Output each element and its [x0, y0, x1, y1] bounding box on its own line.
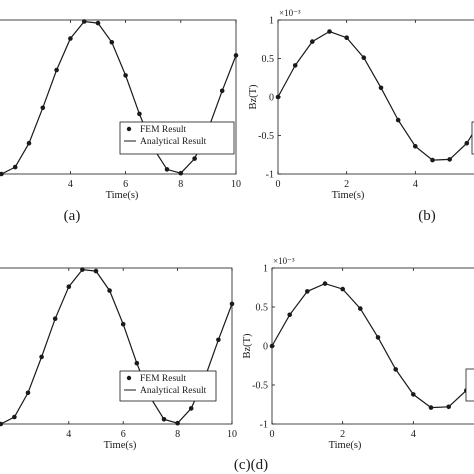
x-tick-label-a: 8	[178, 179, 183, 190]
x-tick-label-d: 2	[340, 429, 345, 440]
y-axis-label-d: Bz(T)	[242, 333, 253, 359]
x-tick-label-d: 0	[270, 429, 275, 440]
legend-label-a: Analytical Result	[140, 137, 207, 147]
x-axis-label-d: Time(s)	[329, 440, 362, 451]
y-tick-label-d: 1	[263, 264, 268, 275]
x-tick-label-c: 10	[227, 429, 237, 440]
y-scale-label-d: ×10⁻³	[273, 256, 295, 266]
series-line-a	[0, 20, 237, 175]
x-tick-label-a: 4	[68, 179, 73, 190]
y-tick-label-d: -1	[260, 420, 268, 431]
y-tick-label-d: 0	[263, 342, 268, 353]
axes-frame-d	[271, 267, 474, 425]
legend-label-c: FEM Result	[140, 374, 187, 384]
x-axis-label-c: Time(s)	[104, 440, 137, 451]
axes-frame-a	[0, 19, 237, 175]
legend-box-a	[119, 121, 235, 155]
x-tick-label-d: 4	[411, 429, 416, 440]
legend-box-c	[119, 370, 217, 402]
y-tick-label-d: -0.5	[252, 381, 268, 392]
y-tick-label-d: 0.5	[256, 303, 269, 314]
legend-marker-a	[126, 126, 132, 132]
y-axis-label-b: Bz(T)	[248, 84, 259, 110]
legend-label-a: FEM Result	[140, 125, 187, 135]
y-tick-label-b: -0.5	[258, 131, 274, 142]
panel-label-cd: (c)(d)	[234, 457, 268, 473]
series-line-c	[0, 268, 233, 425]
y-tick-label-b: -1	[266, 170, 274, 181]
y-tick-label-b: 0.5	[262, 54, 275, 65]
legend-label-c: Analytical Result	[140, 386, 207, 396]
x-tick-label-c: 6	[121, 429, 126, 440]
legend-box-d	[465, 368, 474, 402]
legend-box-b	[471, 121, 474, 155]
series-line-d	[271, 282, 474, 409]
x-tick-label-a: 6	[123, 179, 128, 190]
axes-frame-c	[0, 267, 233, 425]
panel-label-a: (a)	[64, 208, 81, 224]
x-tick-label-c: 8	[175, 429, 180, 440]
x-tick-label-c: 4	[66, 429, 71, 440]
x-tick-label-a: 10	[231, 179, 241, 190]
x-tick-label-b: 2	[344, 179, 349, 190]
y-tick-label-b: 0	[269, 93, 274, 104]
panel-label-b: (b)	[418, 208, 436, 224]
x-tick-label-b: 0	[276, 179, 281, 190]
y-scale-label-b: ×10⁻³	[279, 8, 301, 18]
panel-c-chart: 4 6 8 10 Time(s) FEM Result Analytical Result	[0, 267, 237, 451]
x-axis-label-b: Time(s)	[332, 190, 365, 201]
legend-marker-c	[126, 375, 132, 381]
x-axis-label-a: Time(s)	[106, 190, 139, 201]
series-line-b	[277, 30, 474, 161]
y-tick-label-b: 1	[269, 16, 274, 27]
panel-a-chart: 4 6 8 10 Time(s) FEM Result Analytical Result	[0, 19, 241, 201]
x-tick-label-b: 4	[413, 179, 418, 190]
axes-frame-b	[277, 19, 474, 175]
